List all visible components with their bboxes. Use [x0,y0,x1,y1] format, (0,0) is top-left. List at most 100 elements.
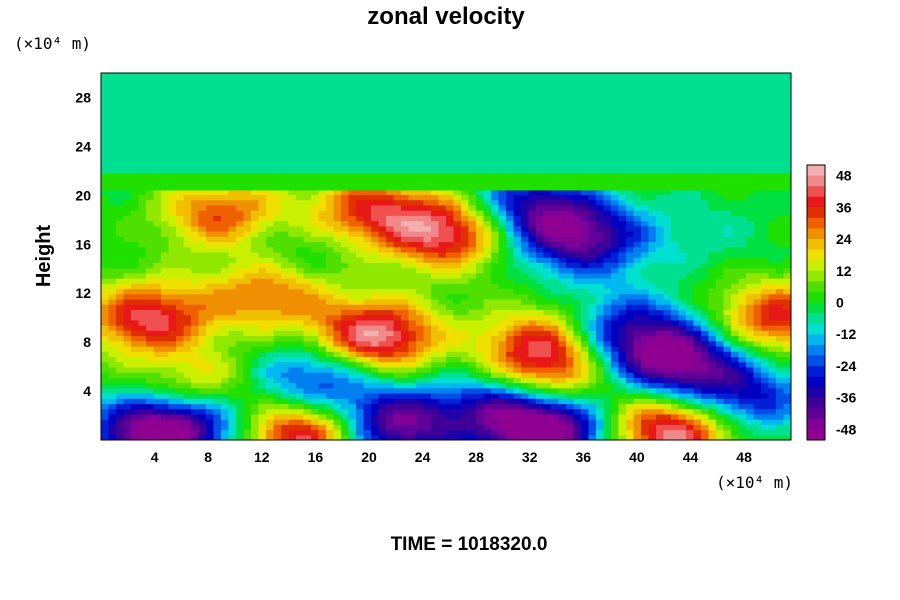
heatmap-cell [543,309,552,316]
heatmap-cell [633,251,642,258]
heatmap-cell [378,215,387,222]
heatmap-cell [213,356,222,363]
heatmap-cell [566,194,575,201]
heatmap-cell [116,210,125,216]
heatmap-cell [288,387,297,394]
heatmap-cell [551,413,560,420]
heatmap-cell [723,210,732,216]
heatmap-cell [693,340,702,347]
heatmap-cell [288,424,297,431]
heatmap-cell [393,189,402,196]
heatmap-cell [738,225,747,232]
heatmap-cell [573,408,582,415]
heatmap-cell [168,372,177,378]
heatmap-cell [296,199,305,206]
heatmap-cell [258,262,267,269]
heatmap-cell [423,304,432,310]
heatmap-cell [498,225,507,232]
heatmap-cell [648,429,657,436]
heatmap-cell [618,257,627,263]
heatmap-cell [138,330,147,337]
heatmap-cell [678,330,687,337]
heatmap-cell [551,361,560,368]
heatmap-cell [408,403,417,410]
heatmap-cell [663,319,672,326]
heatmap-cell [446,434,455,440]
heatmap-cell [378,361,387,368]
heatmap-cell [776,257,785,263]
heatmap-cell [116,340,125,347]
heatmap-cell [476,215,485,222]
heatmap-cell [303,236,312,243]
heatmap-cell [686,372,695,378]
heatmap-cell [401,241,410,248]
heatmap-cell [596,314,605,321]
heatmap-cell [521,283,530,290]
heatmap-cell [431,272,440,279]
heatmap-cell [701,272,710,279]
heatmap-cell [176,293,185,300]
heatmap-cell [401,215,410,222]
heatmap-cell [401,272,410,279]
heatmap-cell [131,361,140,368]
heatmap-cell [618,267,627,274]
heatmap-cell [633,309,642,316]
heatmap-cell [566,199,575,206]
heatmap-cell [288,262,297,269]
heatmap-cell [153,246,162,253]
heatmap-cell [198,356,207,363]
heatmap-cell [513,325,522,331]
heatmap-cell [491,251,500,258]
heatmap-cell [761,220,770,227]
heatmap-cell [498,398,507,405]
heatmap-cell [258,241,267,248]
heatmap-cell [678,356,687,363]
heatmap-cell [753,194,762,201]
heatmap-cell [618,434,627,440]
heatmap-cell [326,330,335,337]
colorbar-swatch [807,281,825,293]
heatmap-cell [708,392,717,399]
heatmap-cell [588,189,597,196]
heatmap-cell [573,356,582,363]
heatmap-cell [483,293,492,300]
heatmap-cell [626,335,635,342]
heatmap-cell [663,424,672,431]
heatmap-cell [776,262,785,269]
heatmap-cell [221,251,230,258]
heatmap-cell [356,372,365,378]
heatmap-cell [303,262,312,269]
heatmap-cell [348,283,357,290]
heatmap-cell [566,429,575,436]
heatmap-cell [213,314,222,321]
plot-frame [100,72,792,441]
heatmap-cell [123,429,132,436]
heatmap-cell [153,220,162,227]
heatmap-cell [491,398,500,405]
heatmap-cell [423,220,432,227]
heatmap-cell [723,345,732,352]
heatmap-cell [783,392,791,399]
heatmap-cell [753,392,762,399]
heatmap-cell [611,304,620,310]
heatmap-cell [431,210,440,216]
heatmap-cell [573,236,582,243]
heatmap-cell [318,413,327,420]
heatmap-cell [476,283,485,290]
heatmap-cell [498,351,507,358]
heatmap-cell [288,356,297,363]
heatmap-cell [566,408,575,415]
heatmap-cell [498,382,507,389]
heatmap-cell [101,257,110,263]
heatmap-cell [281,210,290,216]
heatmap-cell [708,356,717,363]
heatmap-cell [281,330,290,337]
heatmap-cell [296,220,305,227]
heatmap-cell [281,372,290,378]
heatmap-cell [138,220,147,227]
heatmap-cell [371,236,380,243]
heatmap-cell [461,288,470,295]
heatmap-cell [701,298,710,305]
heatmap-cell [371,267,380,274]
heatmap-cell [311,319,320,326]
